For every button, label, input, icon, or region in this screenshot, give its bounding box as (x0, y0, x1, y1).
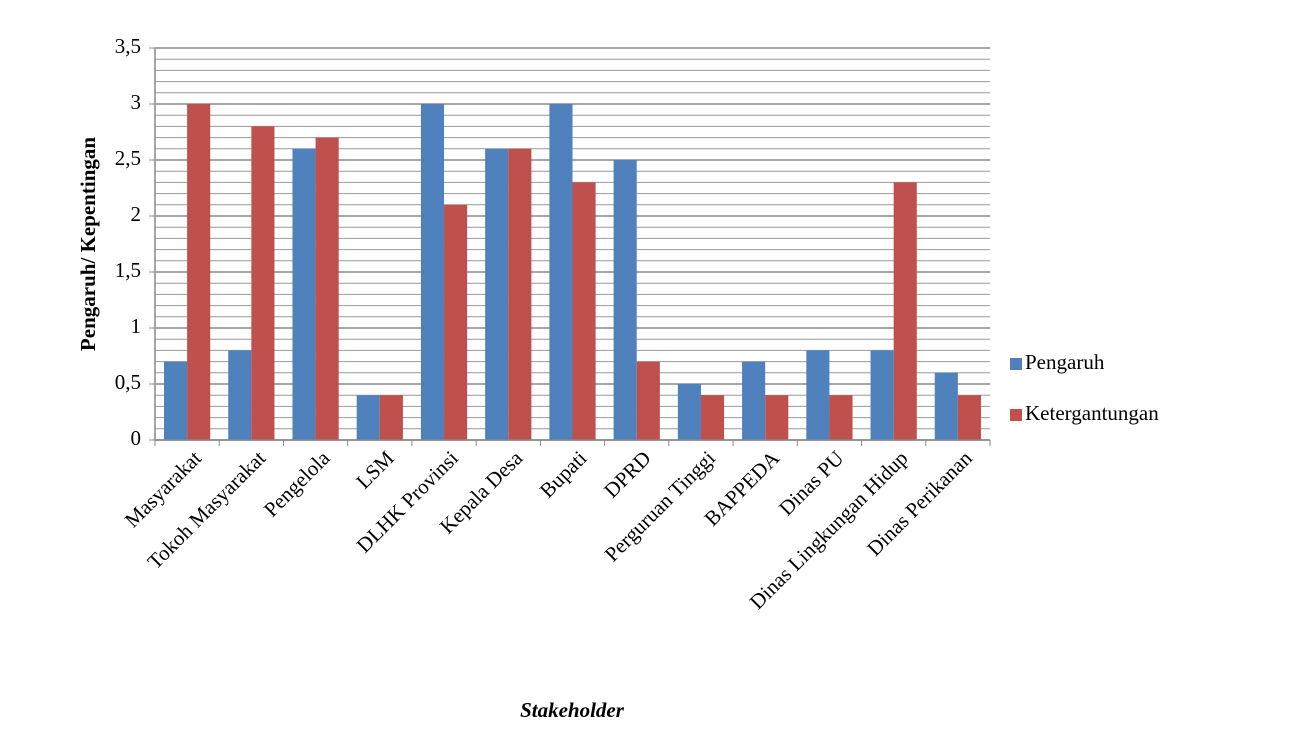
bar (700, 395, 725, 440)
y-tick-label: 3 (131, 90, 142, 114)
bar (379, 395, 403, 440)
bar (251, 126, 275, 441)
y-tick-label: 2 (131, 202, 142, 226)
legend-label: Pengaruh (1025, 350, 1105, 374)
y-tick-label: 0,5 (115, 370, 141, 394)
legend-swatch (1010, 409, 1022, 421)
bar (444, 204, 468, 440)
y-tick-label: 0 (131, 426, 142, 450)
bar (870, 350, 894, 440)
x-tick-label: Tokoh Masyarakat (143, 446, 271, 574)
x-tick-label: Pengelola (259, 445, 335, 521)
bar (957, 395, 982, 440)
bar (829, 395, 853, 440)
bar (806, 350, 830, 440)
x-tick-label: DPRD (599, 446, 656, 503)
bar (315, 137, 339, 440)
y-tick-label: 2,5 (115, 146, 141, 170)
bar (742, 361, 766, 440)
legend-label: Ketergantungan (1025, 401, 1159, 425)
bar (356, 395, 380, 440)
y-axis-title: Pengaruh/ Kepentingan (76, 137, 100, 351)
bar (636, 361, 660, 440)
bar (934, 372, 958, 440)
y-tick-label: 3,5 (115, 34, 141, 58)
bar (163, 361, 188, 440)
x-tick-label: Bupati (535, 446, 592, 503)
y-tick-label: 1,5 (115, 258, 141, 282)
bar (292, 148, 316, 441)
bar (485, 148, 509, 441)
bar (765, 395, 789, 440)
bar (613, 160, 637, 440)
legend-swatch (1010, 358, 1022, 370)
x-tick-label: LSM (351, 446, 399, 494)
x-axis-title: Stakeholder (520, 698, 625, 722)
bar (572, 182, 596, 440)
x-tick-label: Perguruan Tinggi (600, 446, 720, 566)
bar (677, 384, 701, 440)
bar (228, 350, 252, 440)
bar (187, 104, 211, 440)
bar (893, 182, 917, 440)
bar (508, 148, 532, 441)
bar (549, 104, 573, 440)
y-tick-label: 1 (131, 314, 142, 338)
bar (420, 104, 445, 440)
